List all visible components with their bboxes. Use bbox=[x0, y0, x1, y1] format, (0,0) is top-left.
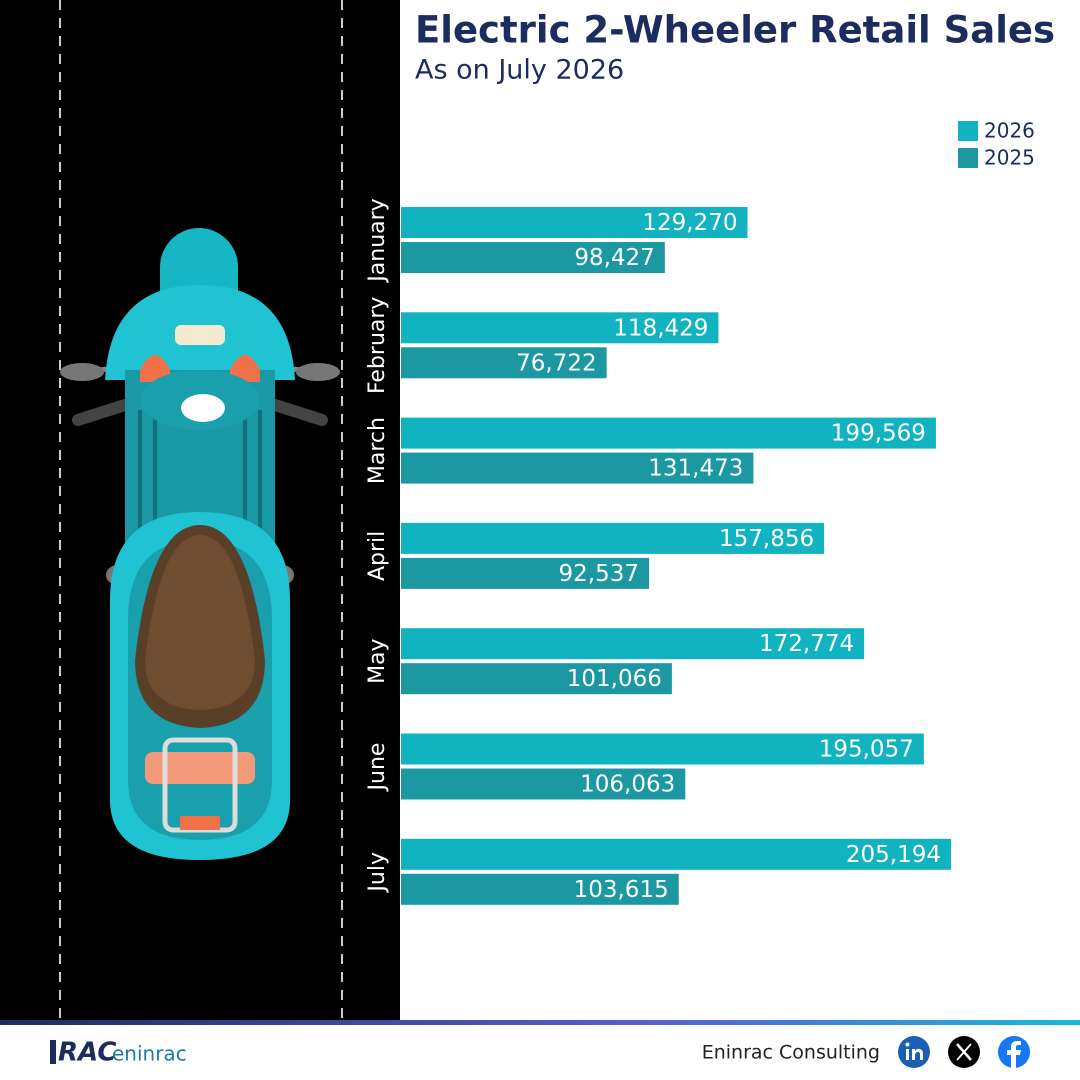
legend-label: 2025 bbox=[984, 146, 1035, 170]
value-label: 98,427 bbox=[574, 245, 654, 271]
legend-label: 2026 bbox=[984, 119, 1035, 143]
value-label: 118,429 bbox=[613, 315, 708, 341]
bar bbox=[401, 557, 650, 589]
logo-sub: eninrac bbox=[112, 1042, 187, 1066]
value-label: 92,537 bbox=[559, 561, 639, 587]
category-label: May bbox=[365, 638, 390, 683]
category-label: January bbox=[365, 198, 390, 283]
company-name: Eninrac Consulting bbox=[702, 1042, 880, 1064]
bar bbox=[401, 838, 951, 870]
value-label: 129,270 bbox=[642, 210, 737, 236]
bar bbox=[401, 452, 754, 484]
bar bbox=[401, 312, 719, 344]
bar bbox=[401, 242, 665, 273]
value-label: 101,066 bbox=[567, 666, 662, 692]
bar bbox=[401, 768, 686, 800]
value-label: 106,063 bbox=[580, 772, 675, 798]
value-label: 157,856 bbox=[719, 526, 814, 552]
legend-swatch bbox=[958, 121, 978, 141]
value-label: 103,615 bbox=[574, 877, 669, 903]
logo: RAC eninrac bbox=[50, 1038, 187, 1068]
x-icon[interactable] bbox=[948, 1036, 980, 1068]
bar bbox=[401, 873, 679, 905]
value-label: 205,194 bbox=[846, 842, 941, 868]
chart-subtitle: As on July 2026 bbox=[415, 55, 624, 86]
category-label: March bbox=[365, 417, 390, 484]
value-label: 199,569 bbox=[831, 421, 926, 447]
bar bbox=[401, 733, 924, 765]
bar bbox=[401, 628, 865, 660]
bar bbox=[401, 347, 607, 379]
category-label: April bbox=[365, 531, 390, 581]
bar bbox=[401, 663, 672, 695]
category-label: February bbox=[365, 297, 390, 395]
bar bbox=[401, 207, 748, 238]
value-label: 131,473 bbox=[648, 456, 743, 482]
linkedin-icon[interactable] bbox=[898, 1036, 930, 1068]
chart-title: Electric 2-Wheeler Retail Sales bbox=[415, 9, 1055, 52]
legend-swatch bbox=[958, 148, 978, 168]
value-label: 76,722 bbox=[516, 350, 596, 376]
bar bbox=[401, 417, 936, 449]
logo-main: RAC bbox=[58, 1038, 116, 1068]
scooter-illustration bbox=[60, 228, 340, 860]
footer-rule bbox=[0, 1020, 1080, 1025]
value-label: 195,057 bbox=[819, 737, 914, 763]
value-label: 172,774 bbox=[759, 631, 854, 657]
facebook-icon[interactable] bbox=[998, 1036, 1030, 1068]
plot: 2026 2025 January 129,270 98,427 February 118,… bbox=[365, 119, 1035, 905]
category-label: July bbox=[365, 852, 390, 894]
bar bbox=[401, 522, 825, 554]
category-label: June bbox=[365, 743, 390, 793]
